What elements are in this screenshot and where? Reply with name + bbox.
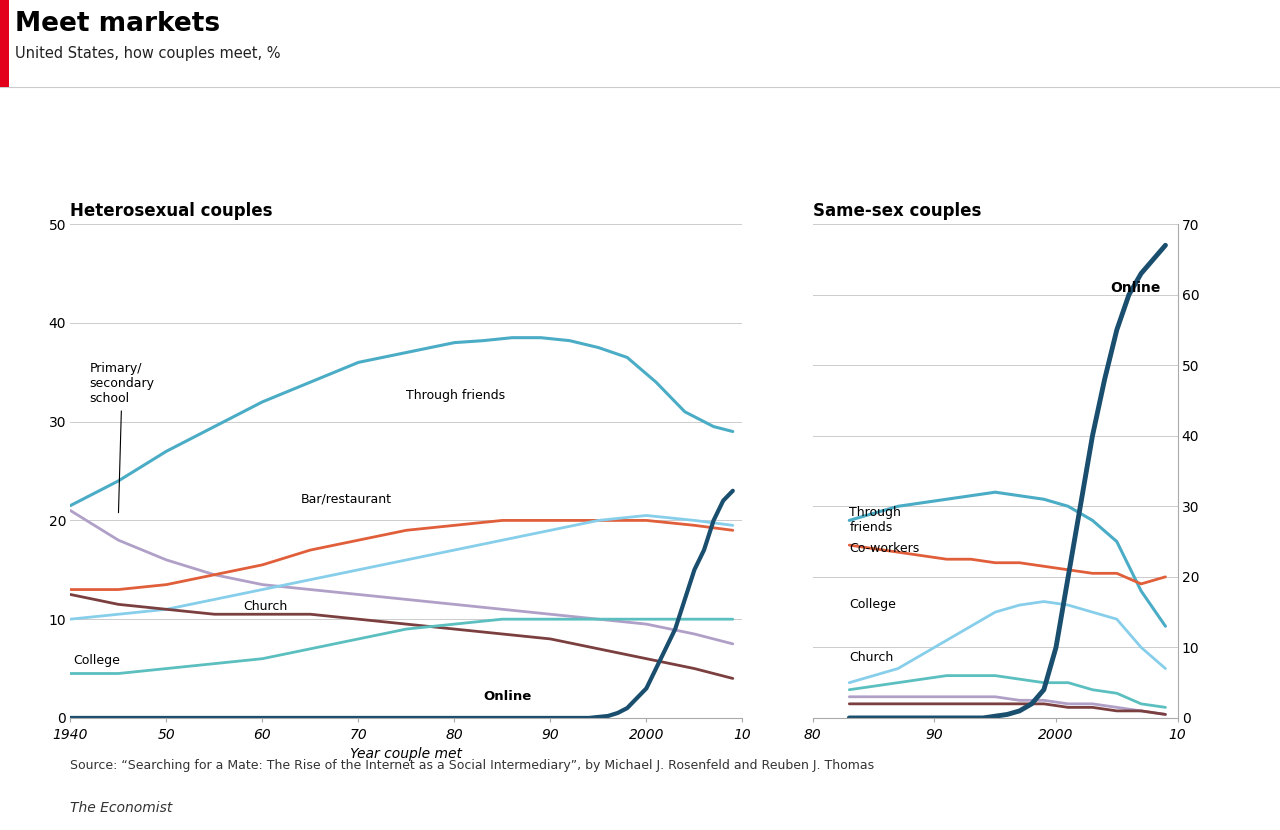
- Text: Co-workers: Co-workers: [849, 541, 919, 554]
- Text: College: College: [849, 598, 896, 611]
- Text: Source: “Searching for a Mate: The Rise of the Internet as a Social Intermediary: Source: “Searching for a Mate: The Rise …: [70, 759, 874, 773]
- Text: College: College: [73, 653, 120, 666]
- Text: Bar/restaurant: Bar/restaurant: [301, 492, 392, 505]
- Text: Church: Church: [849, 651, 893, 664]
- Text: Through
friends: Through friends: [849, 506, 901, 535]
- Text: Primary/
secondary
school: Primary/ secondary school: [90, 363, 155, 513]
- Text: Meet markets: Meet markets: [15, 11, 220, 37]
- Text: Through friends: Through friends: [407, 389, 506, 402]
- Text: The Economist: The Economist: [70, 801, 173, 815]
- Text: Heterosexual couples: Heterosexual couples: [70, 202, 273, 220]
- Text: Online: Online: [1111, 281, 1161, 295]
- Text: Online: Online: [484, 690, 531, 703]
- Text: Church: Church: [243, 600, 288, 613]
- X-axis label: Year couple met: Year couple met: [351, 747, 462, 761]
- Text: United States, how couples meet, %: United States, how couples meet, %: [15, 46, 280, 61]
- Text: Same-sex couples: Same-sex couples: [813, 202, 982, 220]
